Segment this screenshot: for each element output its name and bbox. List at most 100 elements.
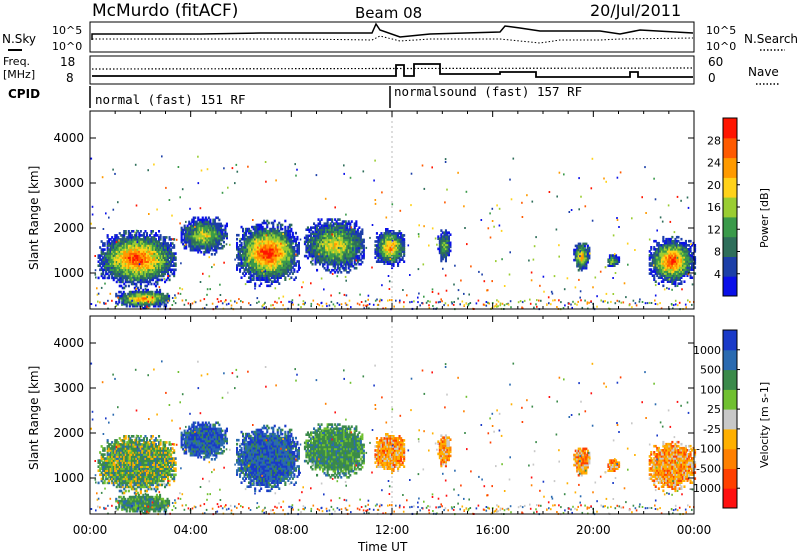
echo-cell [118, 260, 121, 263]
echo-cell [583, 248, 586, 252]
echo-cell [130, 280, 133, 284]
echo-cell [173, 252, 176, 255]
echo-cell [684, 248, 687, 251]
echo-cell [672, 239, 675, 243]
echo-cell [219, 228, 222, 232]
echo-cell [165, 236, 168, 239]
echo-cell [607, 258, 610, 261]
echo-cell [124, 258, 127, 261]
echo-cell [580, 252, 583, 256]
echo-cell [115, 272, 118, 276]
echo-cell [144, 270, 147, 274]
echo-cell [689, 274, 692, 277]
echo-cell [118, 296, 121, 300]
echo-cell [264, 268, 267, 271]
echo-cell [124, 284, 127, 288]
echo-cell [361, 232, 364, 236]
echo-cell [395, 244, 398, 247]
echo-cell [290, 254, 293, 257]
echo-cell [325, 252, 328, 256]
echo-cell [691, 252, 694, 255]
echo-cell [671, 248, 674, 251]
echo-cell [612, 258, 615, 261]
echo-cell [145, 254, 148, 257]
echo-cell [323, 222, 326, 225]
echo-cell [287, 227, 290, 231]
echo-cell [195, 244, 198, 248]
echo-cell [132, 238, 135, 241]
echo-speck [285, 243, 287, 246]
echo-speck [495, 260, 497, 263]
echo-cell [677, 260, 680, 263]
echo-cell [278, 221, 281, 225]
echo-cell [311, 252, 314, 256]
echo-cell [159, 260, 162, 263]
echo-cell [127, 280, 130, 284]
echo-cell [191, 248, 194, 252]
echo-cell [257, 239, 260, 243]
echo-cell [118, 248, 121, 251]
echo-cell [156, 270, 159, 274]
echo-cell [279, 227, 282, 231]
echo-cell [346, 256, 349, 260]
echo-cell [138, 246, 141, 249]
echo-cell [395, 246, 398, 249]
echo-cell [669, 254, 672, 257]
echo-speck [542, 275, 545, 278]
echo-cell [337, 240, 340, 244]
echo-cell [209, 218, 212, 222]
echo-cell [381, 234, 384, 237]
echo-cell [347, 250, 350, 254]
echo-cell [258, 223, 261, 227]
echo-cell [115, 256, 118, 259]
echo-cell [389, 234, 392, 237]
echo-cell [391, 238, 394, 241]
echo-speck [371, 224, 374, 226]
echo-cell [449, 245, 452, 249]
freq-panel: Freq. [MHz] 18 8 Nave 60 0 [3, 55, 780, 85]
echo-cell [135, 256, 138, 259]
echo-speck [659, 216, 662, 219]
echo-cell [401, 248, 404, 251]
echo-cell [258, 264, 261, 267]
echo-cell [257, 225, 260, 229]
echo-cell [329, 238, 332, 242]
echo-cell [285, 266, 288, 269]
echo-cell [444, 259, 447, 263]
echo-cell [320, 238, 323, 242]
echo-cell [678, 260, 681, 263]
echo-cell [243, 239, 246, 243]
echo-cell [123, 268, 126, 272]
echo-cell [135, 236, 138, 239]
echo-cell [134, 296, 137, 300]
echo-speck [671, 288, 673, 291]
echo-cell [272, 276, 275, 279]
echo-cell [385, 244, 388, 247]
echo-cell [155, 292, 158, 296]
echo-cell [242, 272, 245, 275]
echo-cell [583, 264, 586, 268]
echo-cell [213, 224, 216, 228]
echo-cell [142, 290, 145, 294]
echo-cell [210, 222, 213, 226]
echo-cell [118, 244, 121, 247]
echo-cell [151, 276, 154, 280]
echo-cell [161, 268, 164, 272]
echo-cell [386, 260, 389, 263]
echo-cell [151, 290, 154, 294]
echo-cell [185, 228, 188, 232]
echo-cell [403, 244, 406, 247]
echo-cell [252, 278, 255, 281]
echo-cell [168, 262, 171, 265]
echo-cell [267, 280, 270, 283]
echo-cell [170, 252, 173, 255]
echo-cell [218, 230, 221, 234]
echo-cell [145, 264, 148, 267]
echo-cell [270, 254, 273, 257]
echo-cell [346, 248, 349, 252]
echo-cell [662, 256, 665, 259]
echo-cell [275, 276, 278, 279]
echo-cell [243, 268, 246, 271]
echo-cell [276, 264, 279, 267]
echo-cell [264, 246, 267, 249]
